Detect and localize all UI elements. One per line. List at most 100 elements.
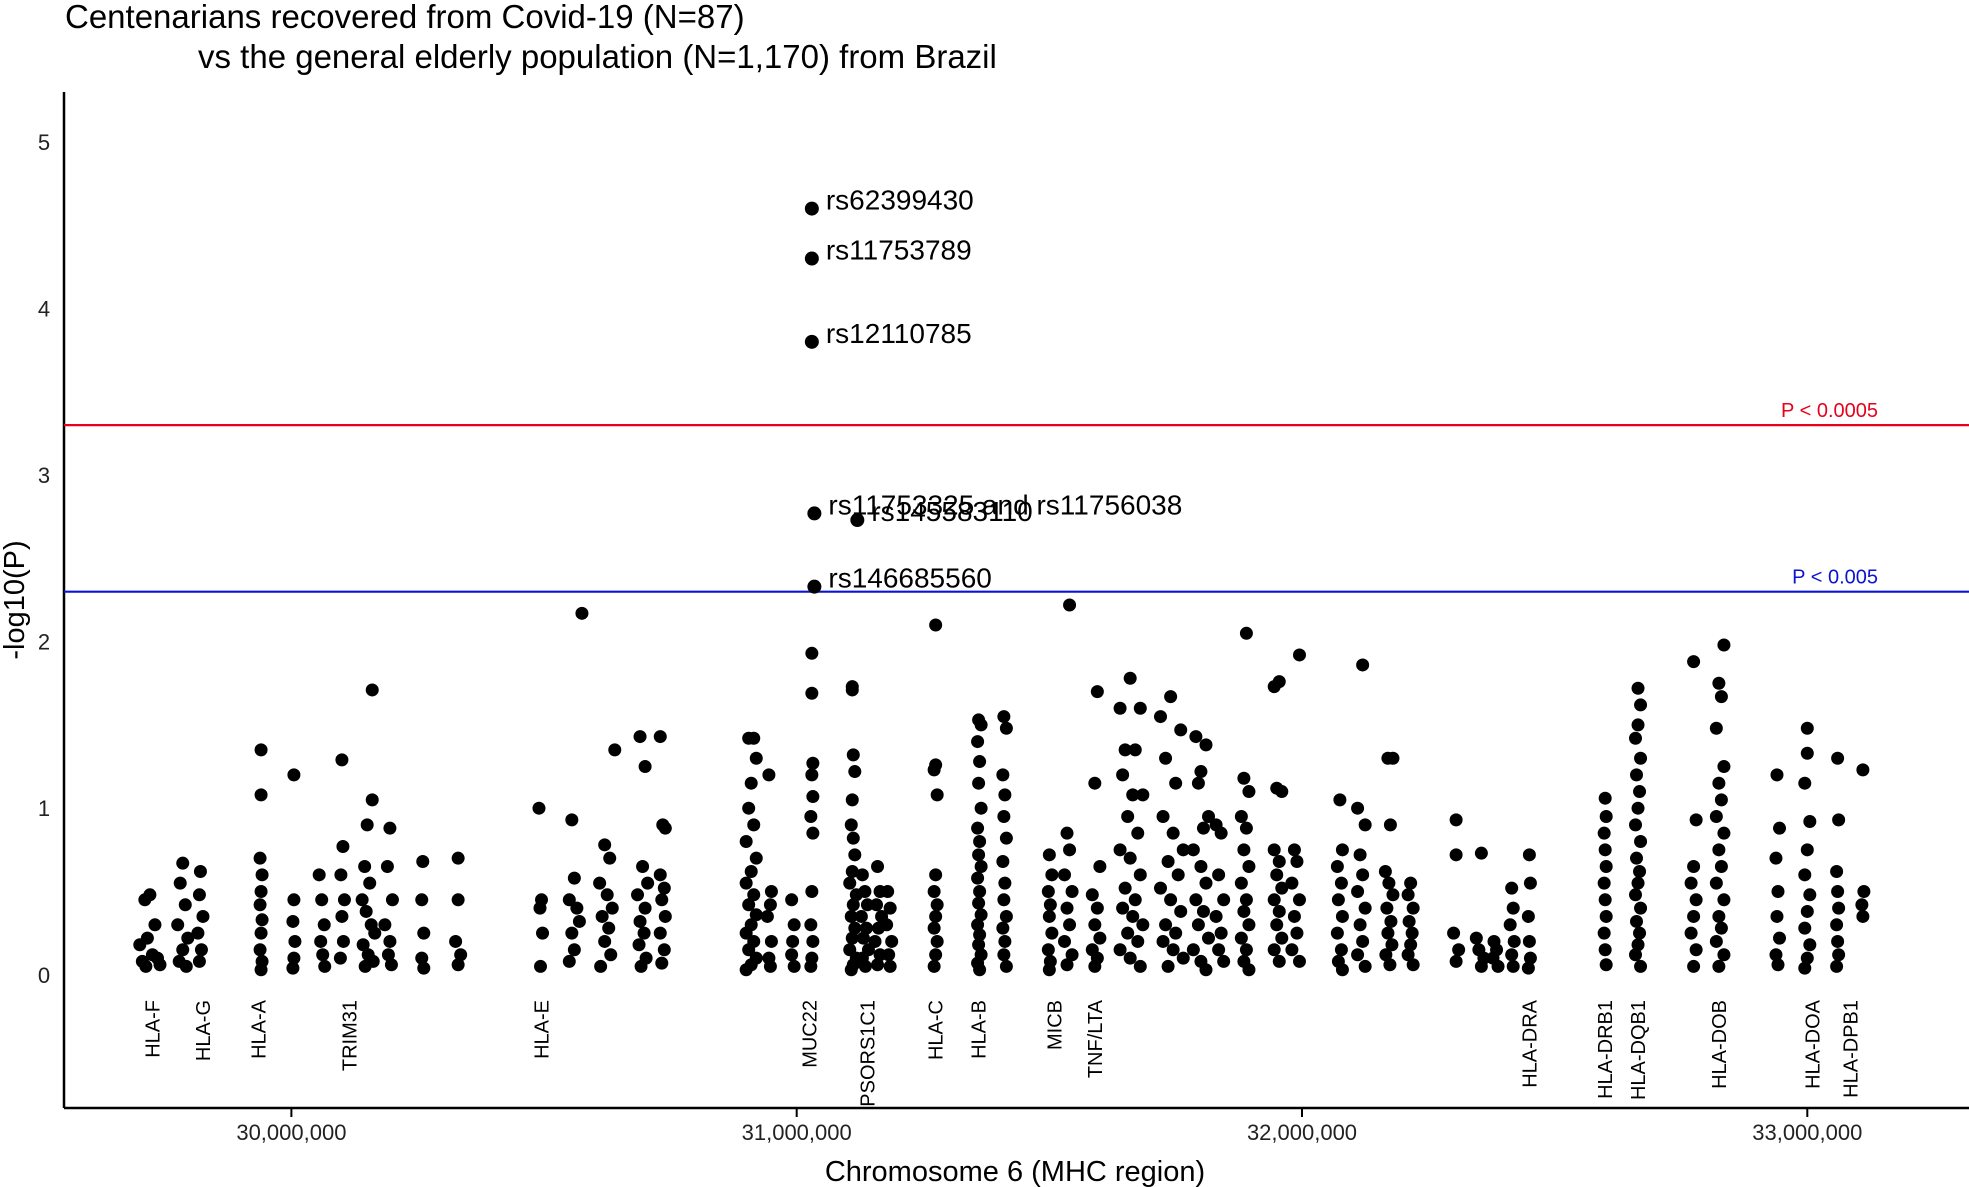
snp-point [603, 851, 617, 865]
snp-point [655, 956, 669, 970]
snp-point [1714, 690, 1728, 704]
significant-snp-point [850, 513, 865, 528]
snp-point [1237, 771, 1251, 785]
snp-point [1136, 918, 1150, 932]
snp-point [1194, 765, 1208, 779]
snp-point [1176, 843, 1190, 857]
snp-point [999, 721, 1013, 735]
threshold-label: P < 0.0005 [1781, 400, 1878, 422]
snp-point [1684, 876, 1698, 890]
snp-point [1272, 954, 1286, 968]
snp-point [567, 943, 581, 957]
snp-point [287, 893, 301, 907]
snp-point [1452, 943, 1466, 957]
snp-point [1275, 881, 1289, 895]
snp-point [1830, 918, 1844, 932]
snp-point [1272, 854, 1286, 868]
snp-point [638, 760, 652, 774]
snp-point [1628, 818, 1642, 832]
snp-point [317, 918, 331, 932]
snp-point [972, 776, 986, 790]
snp-point [360, 818, 374, 832]
snp-point [854, 909, 868, 923]
snp-point [805, 768, 819, 782]
snp-point [1196, 904, 1210, 918]
snp-point [384, 958, 398, 972]
snp-point [1156, 810, 1170, 824]
snp-point [1631, 801, 1645, 815]
snp-point [633, 914, 647, 928]
snp-point [1237, 904, 1251, 918]
snp-point [744, 864, 758, 878]
snp-point [927, 763, 941, 777]
x-axis-ticks: 30,000,000 31,000,000 32,000,000 33,000,000 [236, 1108, 1862, 1145]
snp-point [1093, 859, 1107, 873]
snp-point [804, 918, 818, 932]
snp-point [416, 854, 430, 868]
snp-point [595, 909, 609, 923]
snp-point [1202, 931, 1216, 945]
snp-point [1830, 864, 1844, 878]
snp-point [593, 876, 607, 890]
snp-point [997, 810, 1011, 824]
snp-point [1628, 731, 1642, 745]
snp-point [359, 904, 373, 918]
significant-snp-point [807, 506, 822, 521]
snp-point [785, 893, 799, 907]
significant-snp-point [804, 334, 819, 349]
snp-point [1599, 859, 1613, 873]
snp-point [1133, 959, 1147, 973]
snp-point [334, 868, 348, 882]
snp-point [1503, 918, 1517, 932]
snp-point [973, 963, 987, 977]
snp-point [1239, 821, 1253, 835]
snp-point [1598, 791, 1612, 805]
snp-point [363, 876, 377, 890]
snp-point [658, 909, 672, 923]
snp-point [1292, 954, 1306, 968]
snp-point [997, 710, 1011, 724]
snp-point [653, 730, 667, 744]
snp-label: rs11753325 and rs11756038 [828, 489, 1182, 520]
snp-point [1714, 859, 1728, 873]
snp-point [805, 686, 819, 700]
snp-point [845, 931, 859, 945]
snp-point [1383, 958, 1397, 972]
snp-point [1123, 671, 1137, 685]
snp-point [253, 943, 267, 957]
snp-point [333, 951, 347, 965]
snp-point [1351, 884, 1365, 898]
snp-point [1798, 961, 1812, 975]
snp-point [1404, 938, 1418, 952]
snp-point [1169, 926, 1183, 940]
snp-point [1599, 810, 1613, 824]
snp-point [1689, 893, 1703, 907]
snp-point [1335, 843, 1349, 857]
snp-point [138, 893, 152, 907]
snp-point [1217, 893, 1231, 907]
snp-label: rs145583110 [871, 496, 1032, 527]
snp-point [1491, 959, 1505, 973]
snp-point [1239, 893, 1253, 907]
snp-point [1060, 901, 1074, 915]
snp-point [1771, 958, 1785, 972]
snp-point [1717, 948, 1731, 962]
snp-point [871, 958, 885, 972]
snp-point [1402, 914, 1416, 928]
snp-point [1121, 926, 1135, 940]
snp-point [1154, 881, 1168, 895]
snp-point [804, 810, 818, 824]
snp-point [1382, 876, 1396, 890]
snp-point [1709, 876, 1723, 890]
snp-point [1803, 815, 1817, 829]
snp-point [570, 901, 584, 915]
snp-point [1506, 959, 1520, 973]
gene-label: MUC22 [799, 1000, 821, 1068]
snp-point [885, 934, 899, 948]
snp-point [996, 921, 1010, 935]
snp-point [1522, 934, 1536, 948]
snp-point [1684, 926, 1698, 940]
snp-point [1800, 843, 1814, 857]
snp-point [1798, 776, 1812, 790]
snp-point [1598, 893, 1612, 907]
